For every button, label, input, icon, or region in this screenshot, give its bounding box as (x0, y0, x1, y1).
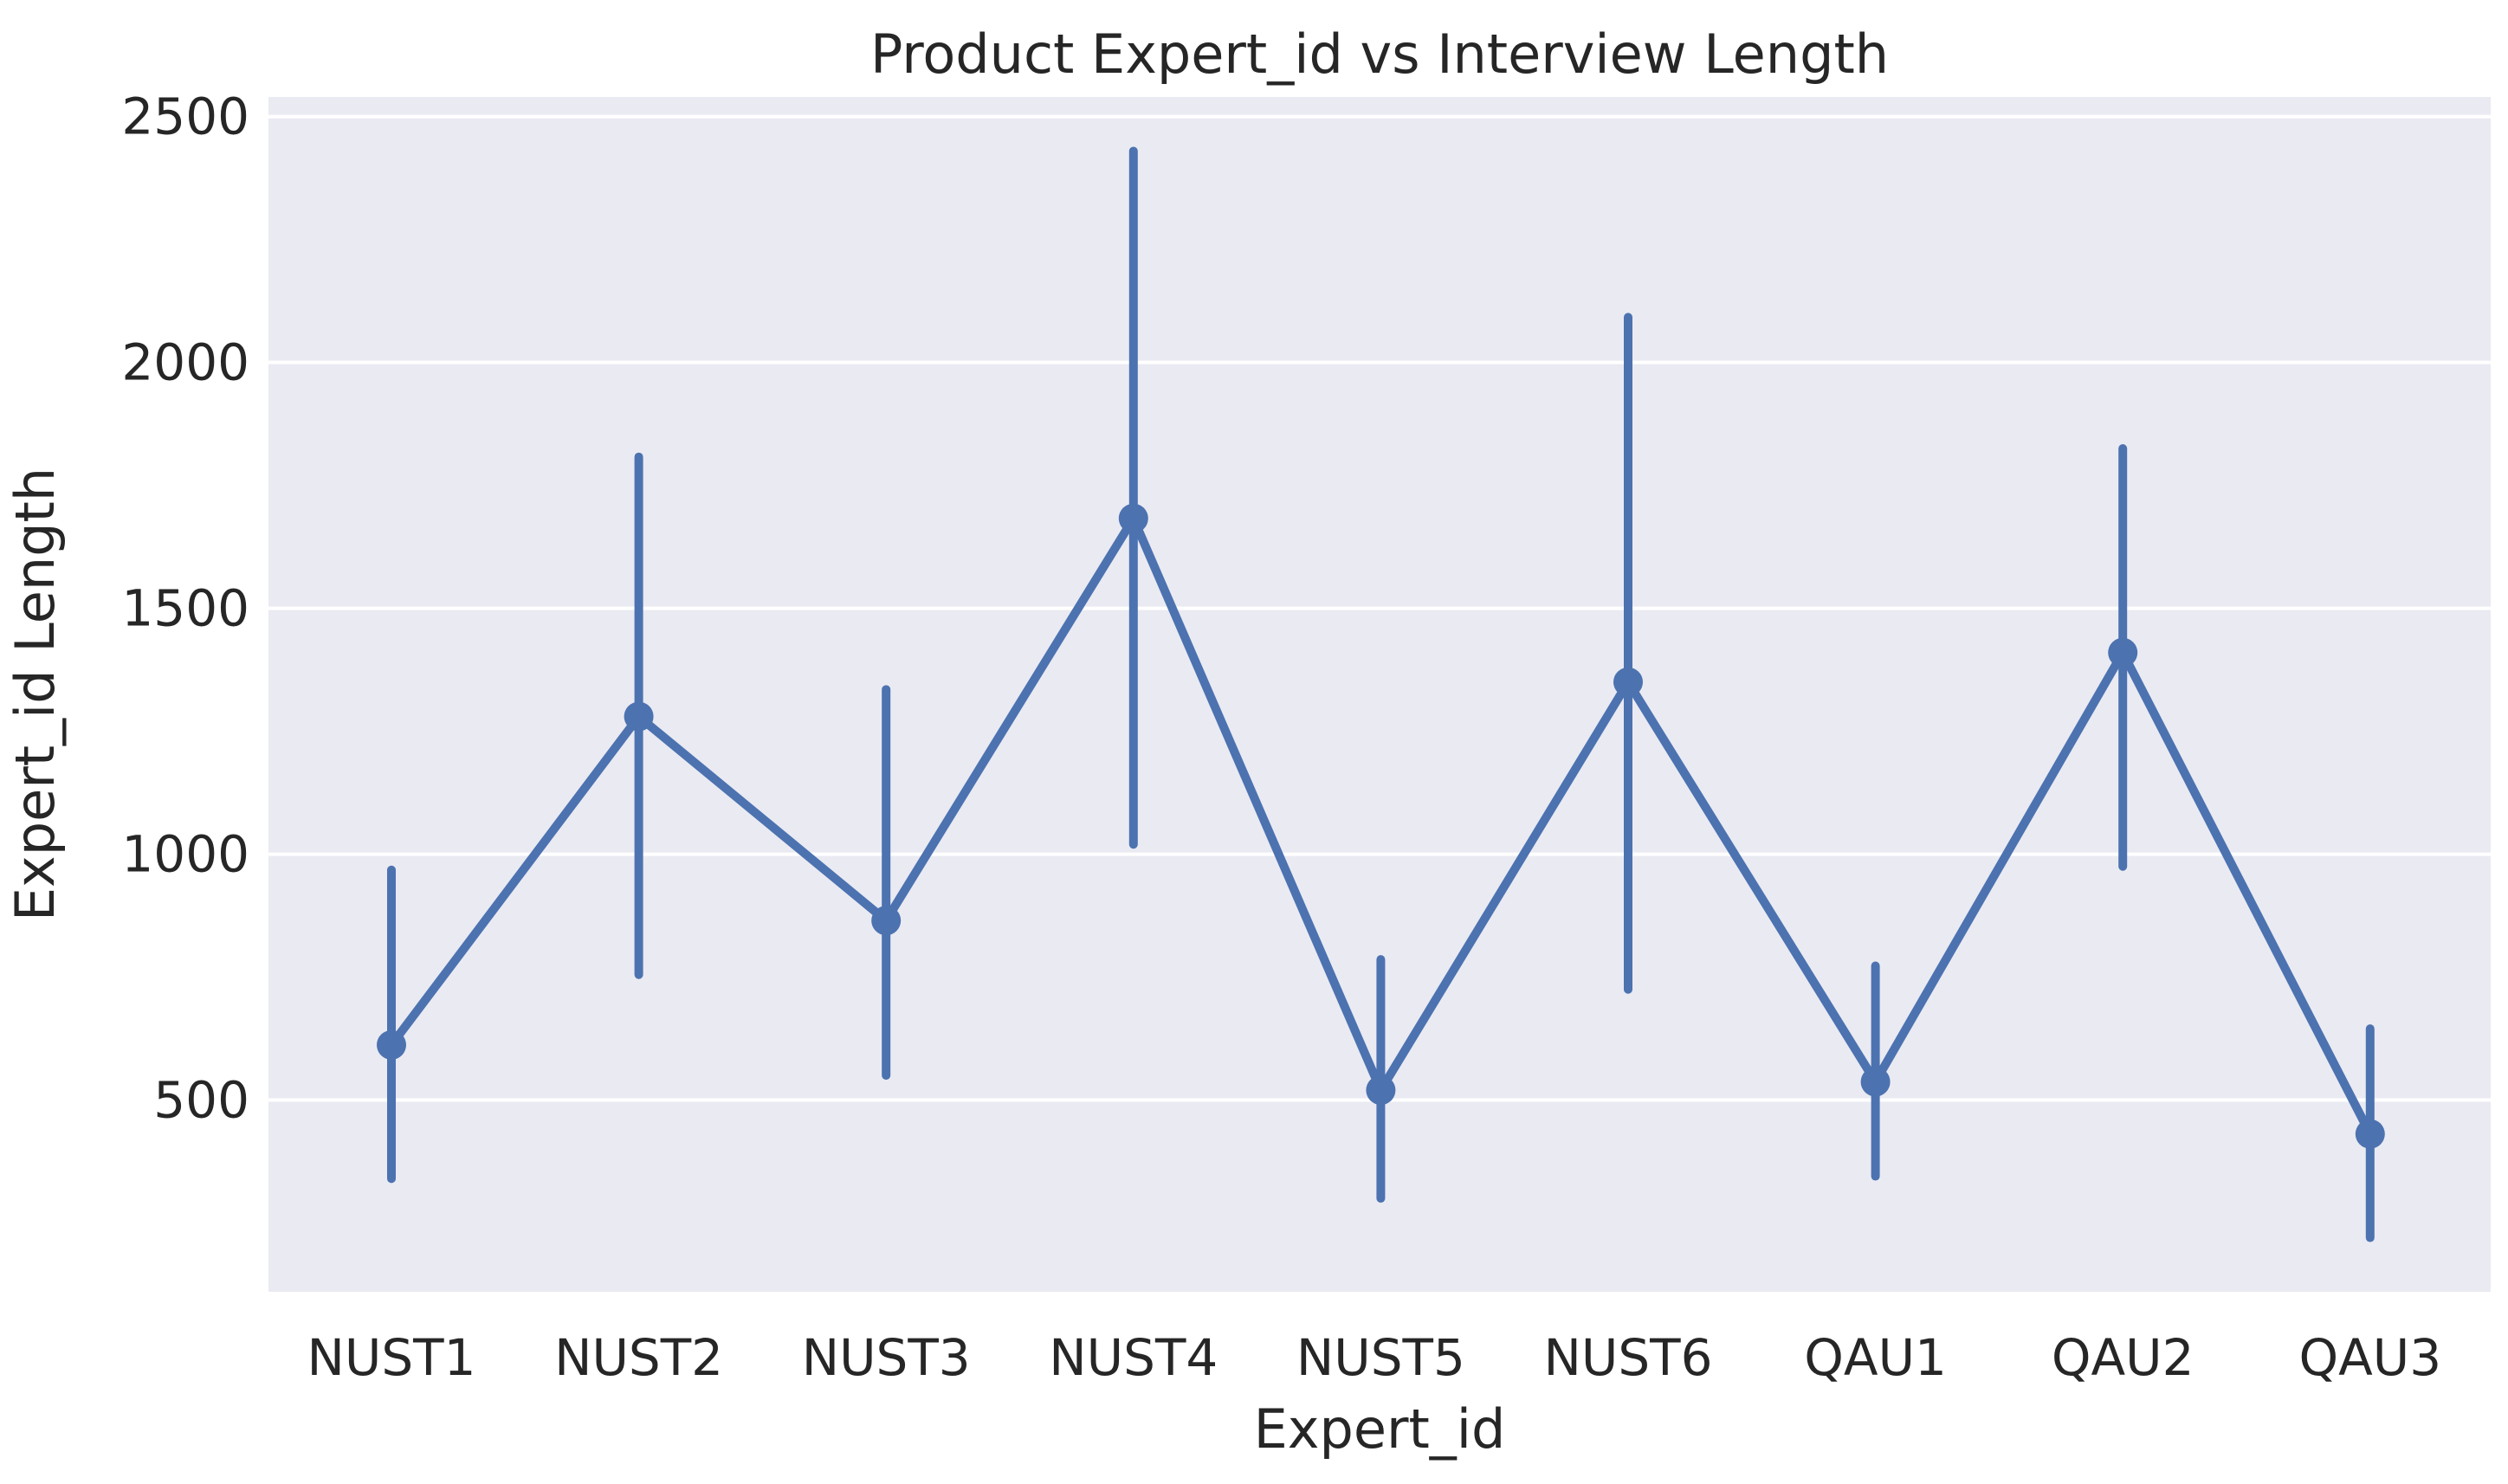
data-point (1366, 1075, 1396, 1106)
x-tick-label: NUST6 (1544, 1328, 1713, 1387)
x-tick-label: QAU2 (2052, 1328, 2194, 1387)
y-tick-label: 1500 (121, 579, 249, 638)
data-point (624, 701, 654, 732)
y-tick-label: 2000 (121, 333, 249, 392)
chart-title: Product Expert_id vs Interview Length (870, 23, 1889, 86)
data-point (377, 1029, 406, 1060)
x-tick-labels: NUST1 NUST2 NUST3 NUST4 NUST5 NUST6 QAU1 QAU2 QA… (307, 1328, 2442, 1387)
x-tick-label: NUST2 (554, 1328, 723, 1387)
data-point (1118, 503, 1148, 533)
data-point (1860, 1067, 1891, 1097)
data-point (2108, 637, 2138, 668)
x-tick-label: QAU3 (2298, 1328, 2441, 1387)
y-axis-label: Expert_id Length (3, 468, 67, 921)
data-points (377, 503, 2385, 1149)
y-tick-label: 500 (153, 1071, 249, 1130)
data-point (1613, 667, 1643, 697)
x-tick-label: NUST1 (307, 1328, 476, 1387)
x-axis-label: Expert_id (1254, 1397, 1506, 1461)
y-tick-label: 2500 (121, 87, 249, 146)
x-tick-label: NUST4 (1049, 1328, 1218, 1387)
data-point (871, 906, 902, 936)
data-point (2355, 1119, 2385, 1149)
y-tick-labels: 500 1000 1500 2000 2500 (121, 87, 249, 1130)
x-tick-label: NUST5 (1296, 1328, 1465, 1387)
y-tick-label: 1000 (121, 825, 249, 884)
x-tick-label: QAU1 (1804, 1328, 1947, 1387)
x-tick-label: NUST3 (802, 1328, 971, 1387)
